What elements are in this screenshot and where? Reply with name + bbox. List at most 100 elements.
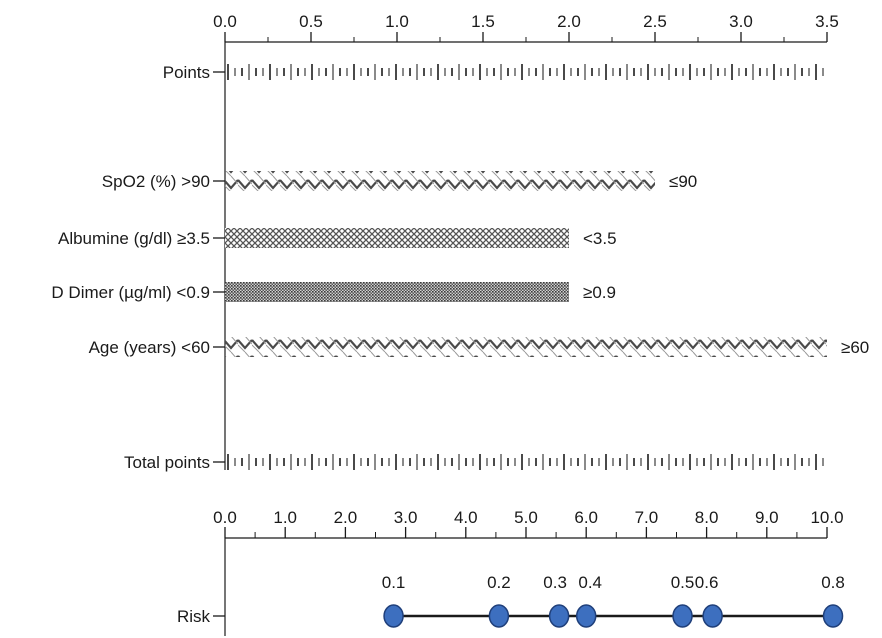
scale-dash [493, 458, 495, 466]
scale-dash [304, 458, 306, 466]
scale-dash [423, 68, 425, 76]
scale-dash [822, 68, 824, 76]
scale-dash [395, 64, 397, 80]
scale-dash [654, 458, 656, 466]
total-tick-label: 7.0 [635, 508, 659, 527]
scale-dash [535, 68, 537, 76]
scale-dash [535, 458, 537, 466]
total-tick-label: 5.0 [514, 508, 538, 527]
scale-dash [675, 68, 677, 76]
scale-dash [374, 64, 376, 80]
scale-dash [255, 458, 257, 466]
total-tick-label: 6.0 [574, 508, 598, 527]
scale-dash [332, 64, 334, 80]
variable-bar [225, 337, 827, 357]
scale-dash [402, 458, 404, 466]
scale-dash [773, 454, 775, 470]
scale-dash [451, 68, 453, 76]
risk-point-marker [672, 604, 693, 628]
scale-dash [423, 458, 425, 466]
row-end-label: ≥0.9 [583, 283, 616, 302]
scale-dash [787, 68, 789, 76]
scale-dash [444, 68, 446, 76]
scale-dash [598, 68, 600, 76]
row-label: Points [163, 63, 210, 82]
scale-dash [514, 68, 516, 76]
total-tick-label: 0.0 [213, 508, 237, 527]
risk-point-marker [702, 604, 723, 628]
scale-dash [430, 458, 432, 466]
scale-dash [339, 68, 341, 76]
total-tick-label: 10.0 [810, 508, 843, 527]
scale-dash [248, 454, 250, 470]
scale-dash [780, 68, 782, 76]
scale-dash [346, 68, 348, 76]
total-tick-label: 8.0 [695, 508, 719, 527]
risk-point-marker [822, 604, 844, 628]
scale-dash [640, 458, 642, 466]
scale-dash [437, 64, 439, 80]
scale-dash [465, 458, 467, 466]
scale-dash [794, 454, 796, 470]
scale-dash [549, 68, 551, 76]
scale-dash [591, 458, 593, 466]
scale-dash [542, 64, 544, 80]
risk-point-label: 0.1 [382, 573, 406, 592]
points-tick-label: 1.0 [385, 12, 409, 31]
total-points-axis: 0.0 1.0 2.0 3.0 4.0 5.0 6.0 7.0 8.0 9.0 10.0 [213, 508, 844, 636]
scale-dash [598, 458, 600, 466]
scale-dash [325, 68, 327, 76]
scale-dash [808, 68, 810, 76]
variable-row: Age (years) <60 ≥60 [89, 337, 869, 357]
scale-dash [430, 68, 432, 76]
scale-dash [682, 458, 684, 466]
points-tick-label: 2.5 [643, 12, 667, 31]
nomogram-rows: Points SpO2 (%) >90 ≤90 Albumine (g/dl) ≥3.… [51, 42, 869, 472]
scale-dash [500, 454, 502, 470]
total-tick-label: 2.0 [334, 508, 358, 527]
scale-dash [234, 68, 236, 76]
points-tick-label: 1.5 [471, 12, 495, 31]
scale-dash [458, 454, 460, 470]
scale-dash [563, 454, 565, 470]
scale-dash [353, 454, 355, 470]
scale-dash [822, 458, 824, 466]
scale-dash [542, 454, 544, 470]
risk-point-marker [548, 604, 570, 628]
scale-dash [472, 68, 474, 76]
scale-dash [675, 458, 677, 466]
scale-dash [626, 454, 628, 470]
risk-point-marker [383, 604, 404, 628]
scale-dash [689, 64, 691, 80]
scale-dash [402, 68, 404, 76]
scale-row: Points [163, 63, 824, 82]
scale-dash [668, 64, 670, 80]
points-tick-label: 3.5 [815, 12, 839, 31]
scale-dash [318, 458, 320, 466]
scale-dash [808, 458, 810, 466]
variable-row: SpO2 (%) >90 ≤90 [102, 171, 697, 191]
risk-point-label: 0.6 [695, 573, 719, 592]
variable-bar [225, 228, 569, 248]
variable-bar [225, 171, 655, 191]
scale-dash [360, 68, 362, 76]
scale-dash [451, 458, 453, 466]
scale-dash [248, 64, 250, 80]
scale-dash [318, 68, 320, 76]
scale-dash [437, 454, 439, 470]
scale-dash [752, 64, 754, 80]
scale-dash [745, 458, 747, 466]
scale-dash [395, 454, 397, 470]
row-end-label: <3.5 [583, 229, 617, 248]
risk-point-label: 0.4 [578, 573, 602, 592]
scale-dash [696, 458, 698, 466]
scale-dash [766, 68, 768, 76]
scale-dash [290, 454, 292, 470]
row-label: SpO2 (%) >90 [102, 172, 210, 191]
scale-dash [612, 68, 614, 76]
scale-dash [276, 458, 278, 466]
scale-dash [724, 68, 726, 76]
points-axis: 0.0 0.5 1.0 1.5 2.0 2.5 3.0 3.5 [213, 12, 839, 43]
scale-dash [346, 458, 348, 466]
